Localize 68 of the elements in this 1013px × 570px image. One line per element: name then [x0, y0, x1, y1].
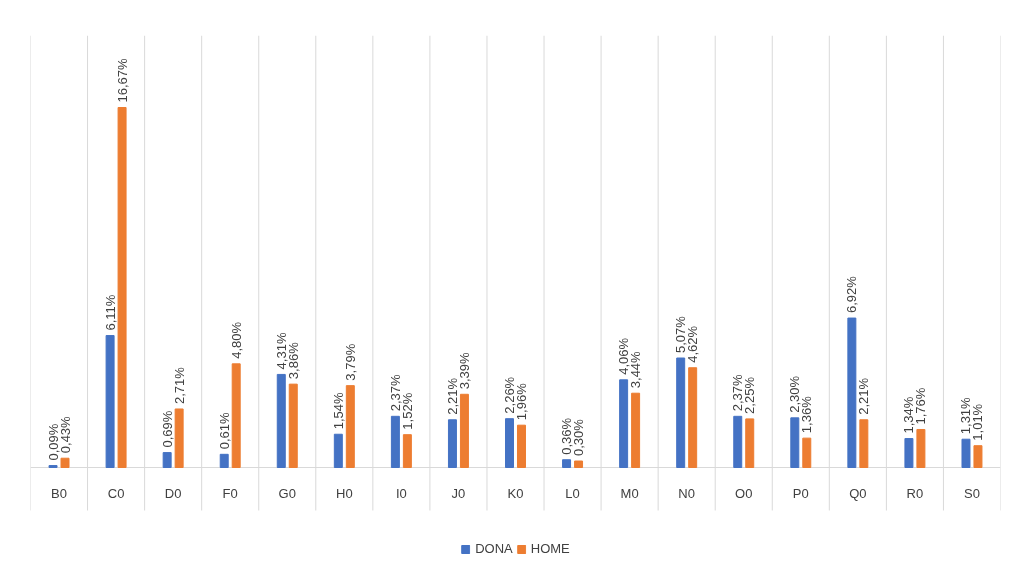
bar — [619, 379, 629, 468]
bar — [904, 438, 914, 468]
data-label: 2,37% — [387, 374, 403, 412]
x-tick-label: C0 — [107, 486, 125, 501]
x-tick-label: S0 — [964, 486, 980, 501]
bar — [745, 418, 755, 468]
bar — [676, 357, 686, 468]
bar — [459, 393, 469, 468]
x-tick-label: B0 — [51, 486, 67, 501]
bar — [162, 452, 172, 468]
bar — [961, 438, 971, 468]
bar — [276, 373, 286, 468]
data-label: 0,09% — [45, 423, 61, 461]
bar — [174, 408, 184, 468]
x-tick-label: N0 — [678, 486, 695, 501]
bar — [402, 434, 412, 468]
x-tick-label: Q0 — [849, 486, 867, 501]
x-tick-label: P0 — [792, 486, 809, 501]
bar — [688, 367, 698, 468]
bar — [288, 383, 298, 468]
data-label: 1,54% — [330, 391, 346, 430]
bar — [505, 418, 514, 468]
bar — [790, 417, 800, 468]
x-tick-label: H0 — [336, 486, 353, 501]
x-tick-label: R0 — [906, 486, 924, 501]
data-label: 2,26% — [502, 376, 518, 414]
bar — [447, 419, 457, 468]
bar — [802, 437, 812, 468]
x-tick-label: M0 — [620, 486, 639, 501]
bar — [390, 415, 400, 468]
bar — [574, 460, 584, 468]
legend-label: HOME — [530, 541, 570, 556]
bar — [219, 453, 229, 468]
bar — [631, 392, 641, 468]
bar — [333, 433, 343, 468]
data-label: 1,31% — [958, 396, 974, 435]
bar — [973, 445, 983, 468]
legend-label: DONA — [475, 541, 513, 556]
bar — [231, 363, 241, 468]
data-label: 0,69% — [159, 410, 175, 448]
data-label: 0,61% — [216, 412, 232, 450]
data-label: 2,71% — [171, 366, 187, 404]
x-tick-label: J0 — [451, 486, 466, 501]
x-tick-label: F0 — [222, 486, 238, 501]
bar — [517, 424, 526, 468]
data-label: 2,21% — [856, 377, 872, 415]
data-label: 4,31% — [273, 332, 289, 370]
x-tick-label: O0 — [735, 486, 753, 501]
x-tick-label: L0 — [565, 486, 580, 501]
data-label: 4,80% — [228, 321, 244, 359]
bar — [916, 428, 926, 468]
bar — [117, 107, 127, 468]
data-label: 6,11% — [102, 294, 118, 331]
bar — [105, 335, 115, 468]
data-label: 16,67% — [114, 57, 130, 103]
data-label: 2,37% — [730, 374, 746, 412]
bar — [847, 317, 857, 468]
data-label: 6,92% — [844, 275, 860, 314]
x-tick-label: G0 — [278, 486, 296, 501]
data-label: 3,79% — [342, 343, 358, 381]
bar — [345, 385, 355, 468]
x-tick-label: D0 — [164, 486, 182, 501]
x-tick-label: I0 — [395, 486, 407, 501]
bar — [859, 419, 869, 468]
bar — [562, 459, 572, 468]
x-tick-label: K0 — [507, 486, 524, 501]
bar — [60, 457, 70, 468]
bar — [733, 415, 743, 468]
